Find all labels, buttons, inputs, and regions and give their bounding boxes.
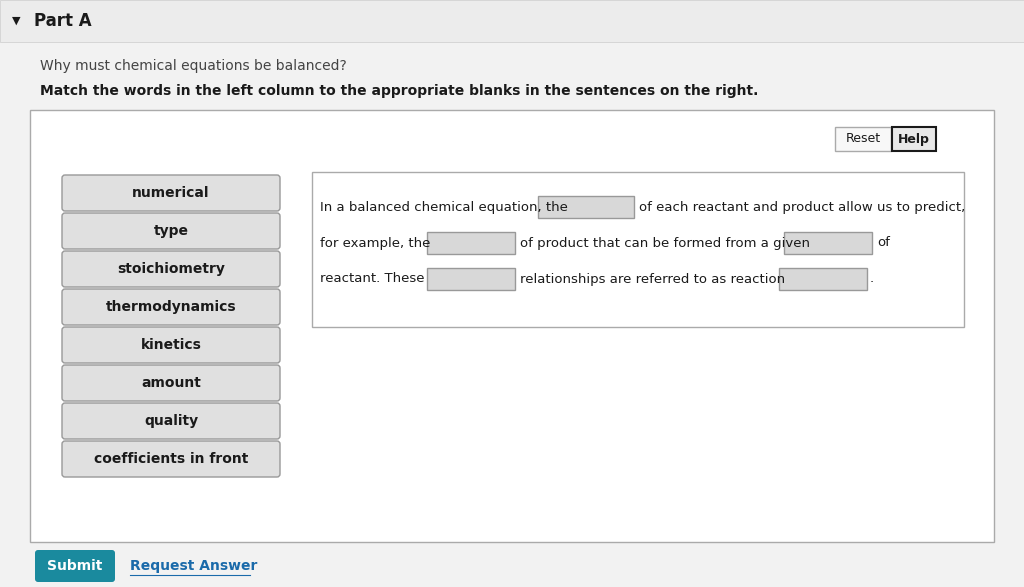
Text: for example, the: for example, the [319, 237, 430, 249]
FancyBboxPatch shape [312, 172, 964, 327]
FancyBboxPatch shape [835, 127, 891, 151]
Text: coefficients in front: coefficients in front [94, 452, 248, 466]
FancyBboxPatch shape [779, 268, 867, 290]
FancyBboxPatch shape [427, 268, 515, 290]
FancyBboxPatch shape [62, 403, 280, 439]
Text: of product that can be formed from a given: of product that can be formed from a giv… [520, 237, 810, 249]
FancyBboxPatch shape [35, 550, 115, 582]
FancyBboxPatch shape [62, 327, 280, 363]
Text: quality: quality [144, 414, 198, 428]
FancyBboxPatch shape [62, 175, 280, 211]
Text: Submit: Submit [47, 559, 102, 573]
FancyBboxPatch shape [62, 213, 280, 249]
FancyBboxPatch shape [30, 110, 994, 542]
Text: kinetics: kinetics [140, 338, 202, 352]
Text: stoichiometry: stoichiometry [117, 262, 225, 276]
Text: In a balanced chemical equation, the: In a balanced chemical equation, the [319, 201, 568, 214]
Text: Request Answer: Request Answer [130, 559, 257, 573]
Text: reactant. These: reactant. These [319, 272, 425, 285]
Text: amount: amount [141, 376, 201, 390]
FancyBboxPatch shape [62, 289, 280, 325]
FancyBboxPatch shape [62, 251, 280, 287]
FancyBboxPatch shape [538, 196, 634, 218]
Text: Reset: Reset [846, 133, 881, 146]
FancyBboxPatch shape [62, 365, 280, 401]
FancyBboxPatch shape [0, 0, 1024, 42]
Text: numerical: numerical [132, 186, 210, 200]
Text: Why must chemical equations be balanced?: Why must chemical equations be balanced? [40, 59, 347, 73]
Text: relationships are referred to as reaction: relationships are referred to as reactio… [520, 272, 785, 285]
FancyBboxPatch shape [62, 441, 280, 477]
Text: .: . [870, 272, 874, 285]
Text: ▼: ▼ [11, 16, 20, 26]
FancyBboxPatch shape [784, 232, 872, 254]
Text: of each reactant and product allow us to predict,: of each reactant and product allow us to… [639, 201, 966, 214]
Text: Help: Help [898, 133, 930, 146]
FancyBboxPatch shape [427, 232, 515, 254]
Text: thermodynamics: thermodynamics [105, 300, 237, 314]
Text: Match the words in the left column to the appropriate blanks in the sentences on: Match the words in the left column to th… [40, 84, 759, 98]
Text: Part A: Part A [34, 12, 91, 30]
FancyBboxPatch shape [892, 127, 936, 151]
Text: type: type [154, 224, 188, 238]
Text: of: of [877, 237, 890, 249]
